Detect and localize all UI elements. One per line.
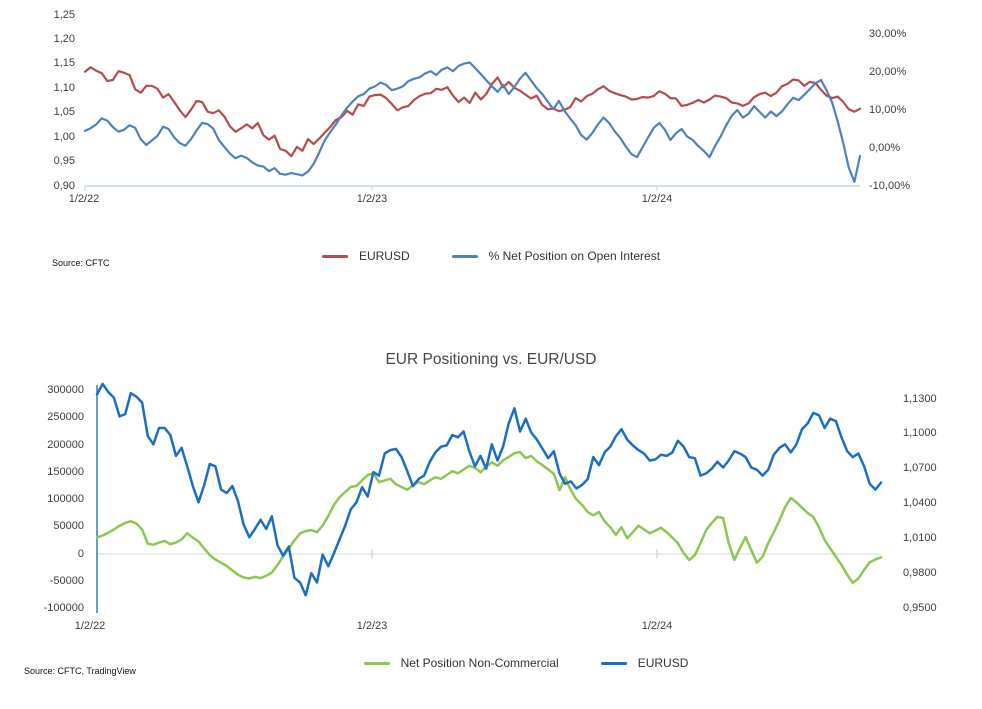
tick-label: 30,00% [869, 27, 907, 40]
tick-label: -50000 [49, 574, 84, 587]
eurusd-line [95, 382, 883, 597]
tick-label: 1,20 [53, 32, 75, 45]
net-position-noncommercial-legend-label: Net Position Non-Commercial [400, 656, 559, 670]
tick-label: 1,15 [53, 57, 75, 70]
tick-label: 100000 [47, 493, 84, 505]
tick-label: 1,25 [53, 8, 75, 21]
tick-label: 1,1000 [903, 427, 937, 440]
tick-label: 300000 [47, 384, 84, 396]
tick-label: 1,0100 [903, 531, 937, 544]
legend-item-eurusd: EURUSD [321, 249, 410, 263]
bottom-source-label: Source: CFTC, TradingView [24, 666, 136, 676]
eurusd-bottom-line-swatch [600, 661, 627, 665]
tick-label: 0,9500 [903, 601, 937, 614]
top-source-label: Source: CFTC [52, 258, 110, 268]
tick-label: 0,9800 [903, 566, 937, 579]
tick-label: 1/2/24 [641, 193, 673, 205]
tick-label: -100000 [43, 602, 84, 614]
eurusd-bottom-legend-label: EURUSD [637, 656, 689, 670]
net-position-pct-legend-label: % Net Position on Open Interest [488, 249, 661, 263]
eurusd-line [83, 66, 862, 158]
-net-position-on-open-interest-line [83, 61, 862, 183]
tick-label: 1/2/22 [74, 620, 106, 632]
tick-label: 1/2/22 [68, 193, 100, 205]
legend-item-eurusd-bottom: EURUSD [600, 656, 689, 670]
tick-label: 1/2/24 [641, 620, 673, 632]
tick-label: 250000 [47, 411, 84, 424]
tick-label: -10,00% [869, 179, 910, 192]
net-position-pct-line-swatch [451, 254, 478, 258]
tick-label: 0 [77, 547, 84, 560]
tick-label: 1,1300 [903, 392, 937, 405]
tick-label: 1/2/23 [356, 193, 388, 205]
tick-label: 10,00% [869, 103, 907, 116]
tick-label: 0,90 [53, 179, 75, 192]
bottom-legend: Net Position Non-Commercial EURUSD [0, 656, 982, 670]
tick-label: 1/2/23 [356, 620, 388, 632]
tick-label: 50000 [53, 520, 84, 533]
tick-label: 1,0700 [903, 462, 937, 475]
tick-label: 0,00% [869, 141, 901, 154]
tick-label: 200000 [47, 438, 84, 451]
tick-label: 0,95 [53, 155, 75, 168]
tick-label: 150000 [47, 465, 84, 478]
legend-item-net-position-noncommercial: Net Position Non-Commercial [363, 656, 559, 670]
tick-label: 20,00% [869, 65, 907, 78]
tick-label: 1,00 [53, 130, 75, 143]
eurusd-line-swatch [321, 254, 348, 258]
top-legend: EURUSD % Net Position on Open Interest [0, 249, 982, 263]
net-position-noncommercial-line-swatch [363, 661, 390, 665]
tick-label: 1,10 [53, 81, 75, 94]
bottom-chart-title: EUR Positioning vs. EUR/USD [385, 351, 597, 368]
legend-item-net-position-pct: % Net Position on Open Interest [451, 249, 661, 263]
tick-label: 1,05 [53, 106, 75, 119]
tick-label: 1,0400 [903, 497, 937, 509]
eurusd-legend-label: EURUSD [358, 249, 410, 263]
net-position-non-commercial-line [95, 450, 883, 585]
